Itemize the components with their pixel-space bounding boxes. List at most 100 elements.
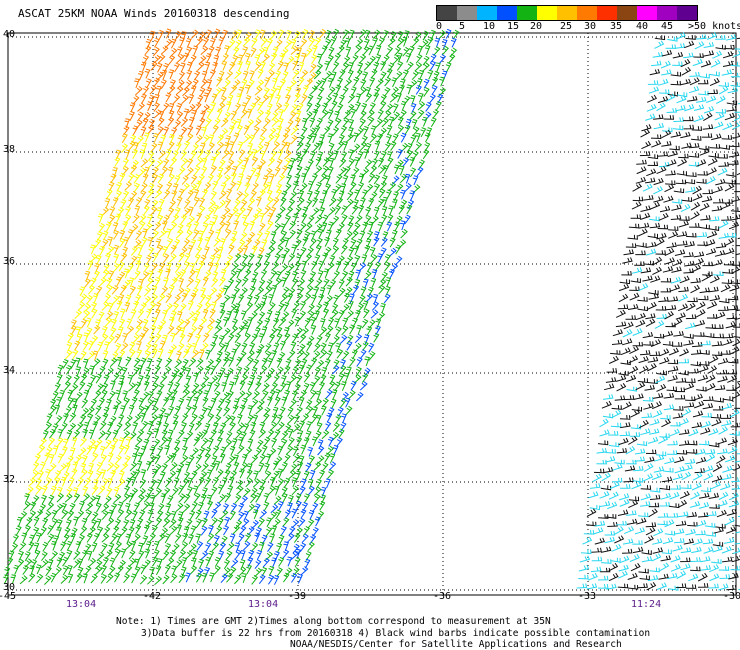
wind-barb: [39, 437, 47, 448]
wind-barb: [319, 500, 326, 511]
wind-barb: [710, 413, 722, 419]
wind-barb: [334, 381, 341, 392]
wind-barb: [651, 60, 662, 67]
wind-barb: [194, 310, 201, 321]
wind-barb: [306, 134, 313, 145]
wind-barb: [408, 45, 415, 56]
wind-barb: [109, 557, 116, 568]
wind-barb: [398, 239, 407, 249]
wind-barb: [223, 165, 232, 175]
wind-barb: [210, 190, 218, 201]
wind-barb: [264, 253, 271, 263]
wind-barb: [311, 133, 318, 144]
wind-barb: [113, 253, 120, 264]
wind-barb: [648, 508, 658, 518]
wind-barb: [332, 364, 340, 375]
wind-barb: [61, 422, 68, 433]
wind-barb: [316, 335, 323, 346]
wind-barb: [271, 525, 278, 536]
wind-barb: [601, 400, 612, 409]
note-line-2: 3)Data buffer is 22 hrs from 20160318 4)…: [141, 628, 651, 639]
wind-barb: [713, 324, 724, 329]
wind-barb: [253, 262, 262, 272]
wind-barb: [667, 91, 678, 97]
wind-barb: [418, 69, 425, 80]
wind-barb: [224, 111, 231, 122]
wind-barb: [721, 279, 733, 285]
wind-barb: [234, 212, 241, 223]
wind-barb: [337, 406, 344, 417]
wind-barb: [280, 431, 289, 441]
wind-barb: [380, 60, 387, 71]
wind-barb: [313, 69, 322, 80]
wind-barb: [101, 564, 108, 575]
wind-barb: [87, 406, 95, 416]
wind-barb: [298, 364, 305, 375]
wind-barb: [119, 470, 125, 481]
wind-barb: [238, 86, 245, 97]
wind-barb: [701, 133, 713, 138]
wind-barb: [351, 204, 359, 215]
wind-barb: [661, 418, 671, 428]
wind-barb: [382, 29, 389, 40]
wind-barb: [330, 36, 337, 47]
wind-barb: [223, 559, 231, 570]
wind-barb: [24, 551, 31, 562]
wind-barb: [271, 413, 278, 424]
wind-barb: [283, 541, 289, 552]
wind-barb: [706, 511, 717, 516]
wind-barb: [210, 341, 217, 352]
wind-barb: [95, 502, 102, 513]
wind-barb: [114, 572, 121, 583]
wind-barb: [720, 284, 731, 293]
wind-barb: [232, 404, 239, 415]
wind-barb: [93, 532, 100, 543]
wind-barb: [140, 445, 147, 456]
wind-barb: [128, 140, 136, 151]
wind-barb: [643, 473, 654, 482]
wind-barb: [356, 324, 362, 335]
wind-barb: [216, 469, 224, 479]
wind-barb: [155, 565, 162, 576]
wind-barb: [222, 391, 230, 402]
wind-barb: [373, 150, 380, 161]
wind-barb: [172, 183, 179, 194]
wind-barb: [368, 351, 376, 361]
wind-barb: [254, 567, 263, 577]
wind-barb: [304, 142, 312, 153]
wind-barb: [439, 54, 447, 64]
wind-barb: [102, 350, 109, 361]
wind-barb: [424, 132, 431, 143]
wind-barb: [654, 35, 666, 41]
wind-barb: [282, 286, 290, 297]
wind-barb: [291, 508, 298, 519]
wind-barb: [187, 125, 194, 136]
wind-barb: [242, 70, 249, 81]
wind-barb: [373, 236, 380, 247]
longitude-label: -30: [723, 591, 740, 602]
wind-barb: [409, 167, 417, 178]
wind-barb: [150, 325, 157, 336]
wind-barb: [148, 183, 155, 193]
wind-barb: [338, 309, 345, 320]
wind-barb: [683, 402, 695, 408]
wind-barb: [273, 429, 281, 440]
wind-barb: [301, 173, 307, 183]
wind-barb: [375, 45, 382, 55]
wind-barb: [82, 573, 88, 584]
wind-barb: [341, 205, 348, 216]
wind-barb: [599, 491, 610, 499]
wind-barb: [618, 293, 629, 303]
wind-barb: [672, 317, 683, 327]
wind-barb: [719, 298, 730, 304]
wind-barb: [277, 500, 284, 511]
wind-barb: [386, 68, 393, 79]
wind-barb: [728, 221, 740, 230]
wind-barb: [452, 29, 460, 40]
wind-barb: [321, 222, 328, 233]
wind-barb: [278, 117, 284, 128]
wind-barb: [157, 126, 164, 136]
wind-barb: [67, 332, 74, 343]
wind-barb: [124, 455, 131, 466]
wind-barb: [167, 116, 175, 127]
